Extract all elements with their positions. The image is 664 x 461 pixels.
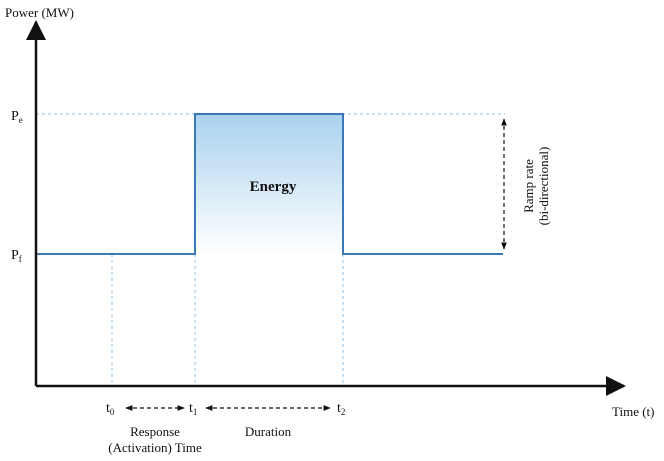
x-axis-label: Time (t)	[612, 404, 655, 419]
t1-label: t1	[189, 401, 197, 417]
ramp-rate-label: Ramp rate(bi-directional)	[521, 147, 551, 226]
pf-label: Pf	[11, 248, 22, 264]
duration-label: Duration	[245, 424, 292, 439]
response-time-label-line2: (Activation) Time	[108, 440, 202, 455]
t0-label: t0	[106, 401, 115, 417]
pe-label: Pe	[11, 109, 23, 125]
t2-label: t2	[337, 401, 345, 417]
response-time-label-line1: Response	[130, 424, 180, 439]
power-step-line	[36, 113, 503, 255]
y-axis-label: Power (MW)	[5, 5, 74, 20]
energy-label: Energy	[250, 179, 297, 195]
energy-area	[195, 114, 343, 254]
